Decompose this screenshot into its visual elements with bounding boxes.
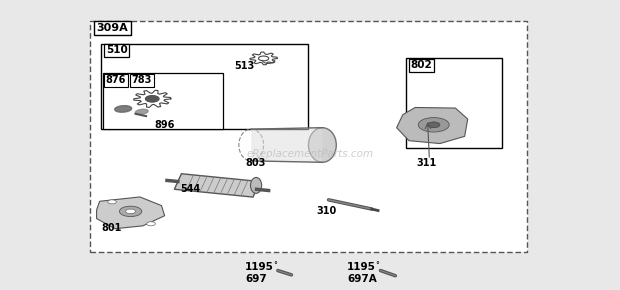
Ellipse shape	[309, 128, 336, 162]
Text: 802: 802	[411, 60, 433, 70]
Text: 803: 803	[245, 158, 265, 168]
Circle shape	[120, 206, 142, 217]
Text: eReplacementParts.com: eReplacementParts.com	[246, 149, 374, 159]
Text: 513: 513	[234, 61, 255, 71]
Bar	[101, 44, 308, 129]
Circle shape	[126, 209, 136, 214]
Ellipse shape	[250, 177, 262, 193]
Text: 876: 876	[106, 75, 126, 85]
Bar	[103, 73, 223, 129]
Ellipse shape	[115, 106, 131, 112]
Polygon shape	[174, 174, 260, 197]
Polygon shape	[251, 128, 322, 162]
Ellipse shape	[135, 109, 148, 114]
Text: 544: 544	[180, 184, 200, 194]
Text: 510: 510	[106, 46, 128, 55]
Text: 896: 896	[154, 119, 174, 130]
Circle shape	[428, 122, 440, 128]
Circle shape	[108, 200, 117, 204]
Circle shape	[147, 222, 156, 226]
Text: 309A: 309A	[97, 23, 128, 33]
Text: 697A: 697A	[347, 274, 377, 284]
Circle shape	[418, 117, 449, 132]
Text: °: °	[376, 261, 379, 270]
Text: 801: 801	[101, 223, 122, 233]
Text: 310: 310	[316, 206, 337, 215]
Text: 1195: 1195	[245, 262, 274, 272]
Polygon shape	[97, 197, 165, 229]
Text: 697: 697	[245, 274, 267, 284]
Circle shape	[146, 96, 159, 102]
Polygon shape	[397, 108, 467, 144]
Text: 311: 311	[417, 158, 436, 168]
Text: 1195: 1195	[347, 262, 376, 272]
Bar	[406, 58, 502, 148]
Text: °: °	[273, 261, 277, 270]
Text: 783: 783	[132, 75, 153, 85]
Bar	[91, 21, 526, 252]
